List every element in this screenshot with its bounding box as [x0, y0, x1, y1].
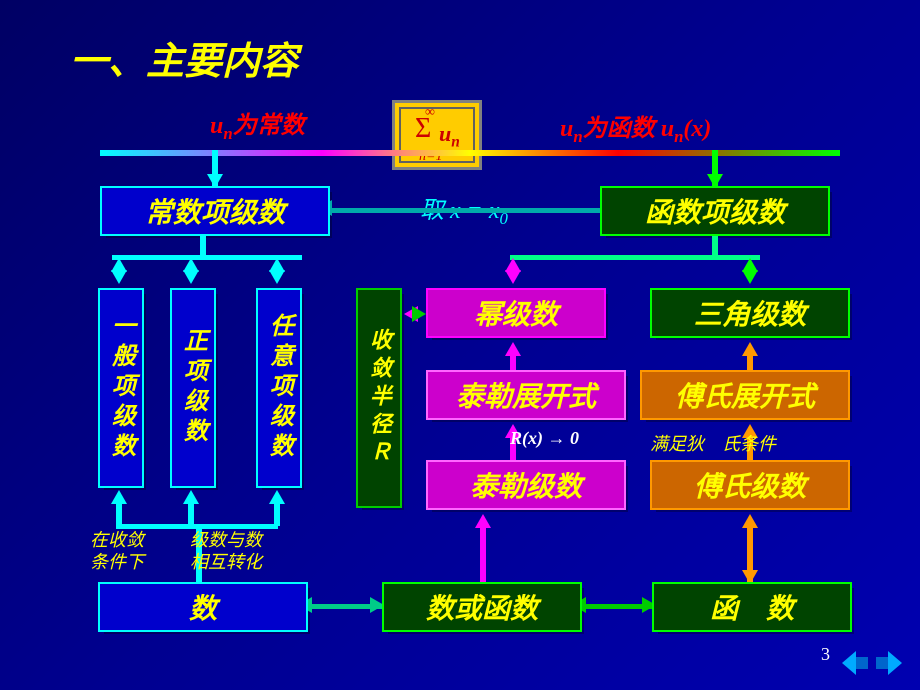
box-func_series: 函数项级数 [600, 186, 830, 236]
ln-n3 [274, 502, 280, 526]
box-radius: 收敛半径Ｒ [356, 288, 402, 508]
stem-const [200, 236, 206, 258]
box-fourier_exp: 傅氏展开式 [640, 370, 850, 420]
ah-pos [183, 270, 199, 284]
ah-arb [269, 270, 285, 284]
ah-pow-u [505, 258, 521, 272]
page-number: 3 [821, 644, 830, 665]
ah-trig-u [742, 258, 758, 272]
box-taylor_ser: 泰勒级数 [426, 460, 626, 510]
connector-top [100, 150, 840, 156]
ln-n2 [188, 502, 194, 526]
ah-pow [505, 270, 521, 284]
stem-func [712, 236, 718, 258]
note-series-num: 级数与数 相互转化 [190, 530, 262, 573]
ah-rad-r [412, 306, 426, 322]
box-positive: 正项级数 [170, 288, 216, 488]
ah-pos-u [183, 258, 199, 272]
ah-trig [742, 270, 758, 284]
box-trig: 三角级数 [650, 288, 850, 338]
note-dirichlet: 满足狄 氏条件 [650, 430, 776, 456]
box-power: 幂级数 [426, 288, 606, 338]
next-button[interactable] [874, 651, 902, 675]
ah-gen [111, 270, 127, 284]
note-rx0: R(x) → 0 [510, 428, 579, 449]
box-num_or_func: 数或函数 [382, 582, 582, 632]
ln-n1 [116, 502, 122, 526]
note-un-func: un为函数 un(x) [560, 108, 711, 147]
box-function: 函 数 [652, 582, 852, 632]
box-taylor_exp: 泰勒展开式 [426, 370, 626, 420]
ah-arb-u [269, 258, 285, 272]
arrow-func-to-const [330, 208, 600, 213]
note-converge: 在收敛 条件下 [90, 530, 144, 573]
box-number: 数 [98, 582, 308, 632]
ln-tsnf [480, 526, 486, 584]
ah-gen-u [111, 258, 127, 272]
note-un-const: un为常数 [210, 105, 305, 144]
summation-box: ∞ Σ n=1 un [392, 100, 482, 170]
box-fourier_ser: 傅氏级数 [650, 460, 850, 510]
box-arbitrary: 任意项级数 [256, 288, 302, 488]
box-const_series: 常数项级数 [100, 186, 330, 236]
bar-func-children [510, 255, 760, 260]
prev-button[interactable] [842, 651, 870, 675]
page-title: 一、主要内容 [70, 30, 298, 85]
box-general: 一般项级数 [98, 288, 144, 488]
